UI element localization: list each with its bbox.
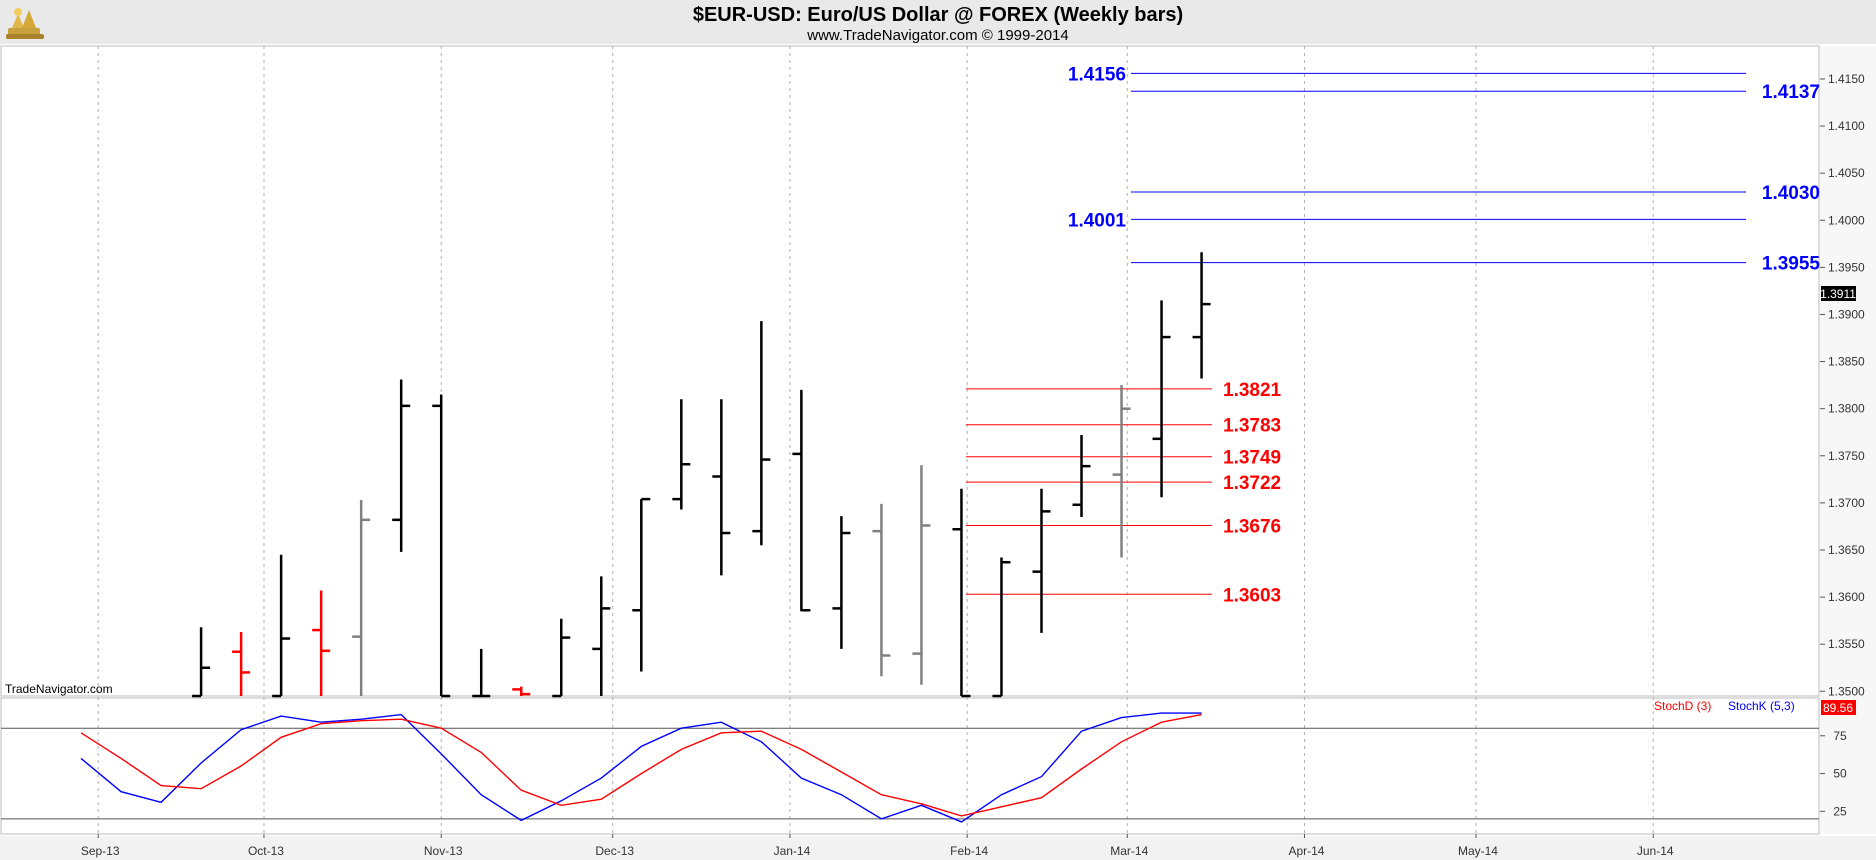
- support-label: 1.3783: [1223, 416, 1281, 437]
- ohlc-bar: [952, 488, 971, 698]
- price-tick-label: 1.3550: [1828, 637, 1865, 651]
- ohlc-bar: [632, 497, 651, 672]
- ohlc-bar: [792, 389, 811, 612]
- ohlc-bar: [272, 554, 291, 698]
- ohlc-bar: [712, 399, 731, 576]
- support-label: 1.3722: [1223, 473, 1281, 494]
- date-tick-label: Dec-13: [595, 844, 634, 858]
- ohlc-bar: [552, 618, 571, 698]
- watermark: TradeNavigator.com: [5, 682, 113, 696]
- legend-stochd: StochD (3): [1654, 699, 1711, 713]
- support-label: 1.3603: [1223, 585, 1281, 606]
- last-stoch-label: 89.56: [1823, 701, 1853, 715]
- ohlc-bar: [752, 321, 771, 546]
- ohlc-bar: [1152, 300, 1171, 498]
- axis-labels: Sep-13 Oct-13 Nov-13 Dec-13 Jan-14 Feb-14 Mar-…: [81, 72, 1865, 858]
- ohlc-bar: [872, 503, 891, 677]
- date-tick-label: Jun-14: [1637, 844, 1674, 858]
- price-tick-label: 1.3850: [1828, 355, 1865, 369]
- price-tick-label: 1.3800: [1828, 402, 1865, 416]
- date-tick-label: Apr-14: [1288, 844, 1324, 858]
- trade-navigator-logo-icon: [6, 8, 44, 39]
- indicator-panel: [0, 697, 1820, 835]
- price-tick-label: 1.3900: [1828, 307, 1865, 321]
- date-tick-label: Oct-13: [248, 844, 284, 858]
- chart-title: $EUR-USD: Euro/US Dollar @ FOREX (Weekly…: [693, 4, 1183, 26]
- header-band: [0, 0, 1876, 44]
- stoch-tick-label: 25: [1833, 804, 1847, 818]
- ohlc-bar: [992, 557, 1011, 698]
- ohlc-bar: [1072, 435, 1091, 518]
- ohlc-bar: [432, 394, 451, 698]
- ohlc-bar: [1112, 385, 1131, 558]
- stoch-tick-label: 75: [1833, 729, 1847, 743]
- price-tick-label: 1.3750: [1828, 449, 1865, 463]
- support-label: 1.3749: [1223, 448, 1281, 469]
- ohlc-bar: [232, 631, 251, 696]
- resistance-label: 1.3955: [1762, 254, 1821, 275]
- last-stoch-badge: [1821, 700, 1856, 715]
- price-tick-label: 1.4000: [1828, 213, 1865, 227]
- price-tick-label: 1.3600: [1828, 590, 1865, 604]
- date-axis: [0, 836, 1876, 860]
- ohlc-bar: [512, 686, 531, 696]
- last-price-label: 1.3911: [1820, 287, 1856, 301]
- price-panel: [0, 45, 1820, 697]
- support-label: 1.3821: [1223, 380, 1282, 401]
- resistance-label: 1.4137: [1762, 82, 1820, 103]
- ohlc-bar: [192, 627, 211, 698]
- ohlc-bar: [1192, 252, 1211, 379]
- stochd-line: [80, 713, 1202, 817]
- price-tick-label: 1.3650: [1828, 543, 1865, 557]
- price-tick-label: 1.4150: [1828, 72, 1865, 86]
- resistance-label: 1.4001: [1068, 210, 1127, 231]
- legend-stochk: StochK (5,3): [1728, 699, 1795, 713]
- date-tick-label: Feb-14: [950, 844, 988, 858]
- ohlc-bar: [352, 500, 371, 696]
- date-tick-label: Jan-14: [774, 844, 811, 858]
- stochk-line: [80, 712, 1202, 823]
- ohlc-bar: [472, 648, 491, 698]
- ohlc-bar: [912, 465, 931, 685]
- ohlc-bar: [672, 399, 691, 510]
- resistance-label: 1.4156: [1068, 64, 1126, 85]
- price-tick-label: 1.4050: [1828, 166, 1865, 180]
- ohlc-bar: [1032, 488, 1051, 633]
- ohlc-bar: [592, 576, 611, 696]
- stoch-tick-label: 50: [1833, 767, 1847, 781]
- stochastic-lines: [80, 712, 1202, 823]
- price-tick-label: 1.3500: [1828, 684, 1865, 698]
- ohlc-bar: [832, 516, 851, 649]
- date-tick-label: Sep-13: [81, 844, 120, 858]
- price-tick-label: 1.3950: [1828, 260, 1865, 274]
- ohlc-bar: [312, 590, 331, 696]
- date-tick-label: Mar-14: [1110, 844, 1148, 858]
- support-label: 1.3676: [1223, 516, 1281, 537]
- ohlc-bars: [192, 252, 1211, 698]
- resistance-label: 1.4030: [1762, 183, 1820, 204]
- last-price-badge: [1821, 286, 1856, 301]
- ohlc-bar: [392, 379, 411, 552]
- price-tick-label: 1.3700: [1828, 496, 1865, 510]
- level-layer: 1.4156 1.4137 1.4030 1.4001 1.3955 1.3821 1.37…: [966, 64, 1820, 606]
- price-axis: [1820, 46, 1876, 834]
- chart-subtitle: www.TradeNavigator.com © 1999-2014: [806, 27, 1068, 44]
- date-tick-label: May-14: [1458, 844, 1498, 858]
- date-tick-label: Nov-13: [424, 844, 463, 858]
- price-tick-label: 1.4100: [1828, 119, 1865, 133]
